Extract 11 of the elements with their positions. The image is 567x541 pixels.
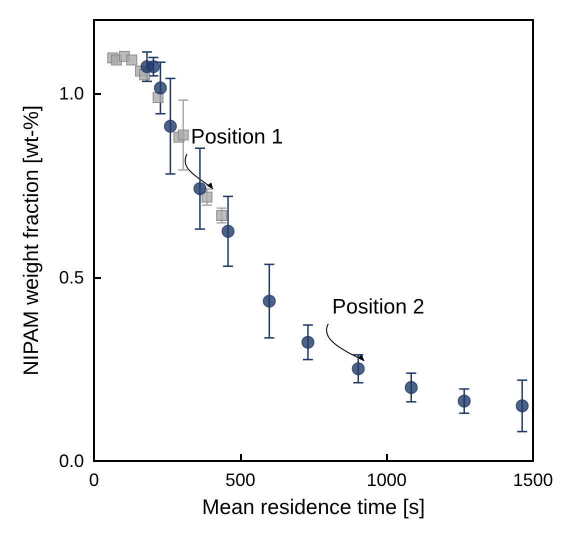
annotation: Position 2: [332, 295, 424, 318]
x-tick-label: 500: [225, 470, 256, 490]
x-tick-label: 1500: [512, 470, 554, 490]
y-axis-title: NIPAM weight fraction [wt-%]: [20, 105, 43, 376]
x-tick-label: 0: [88, 470, 100, 490]
x-axis-title: Mean residence time [s]: [202, 496, 425, 519]
y-tick-label: 1.0: [58, 84, 84, 104]
x-tick-label: 1000: [366, 470, 407, 490]
y-tick-label: 0.0: [58, 451, 84, 471]
annotation: Position 1: [190, 126, 284, 149]
y-tick-label: 0.5: [58, 267, 84, 288]
